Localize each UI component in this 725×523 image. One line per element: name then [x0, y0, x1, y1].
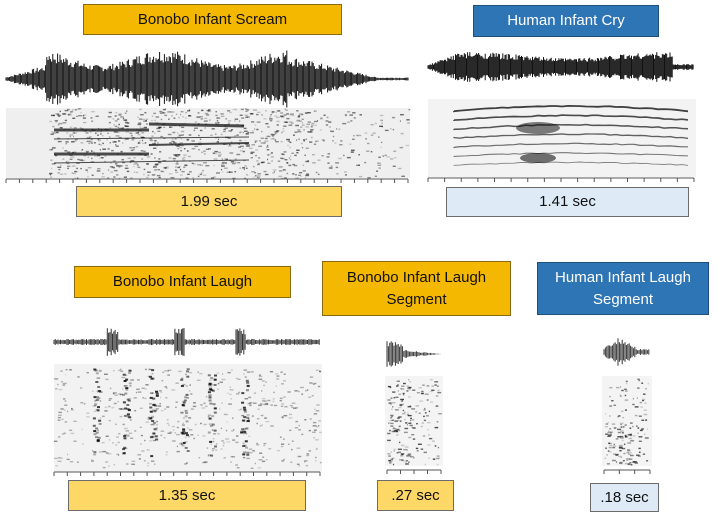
human-laugh-segment-label-line1: Human Infant Laugh [555, 268, 691, 286]
laugh-segment-noise [387, 379, 442, 466]
bonobo-scream-label: Bonobo Infant Scream [83, 4, 342, 35]
human-laugh-segment-sonogram [602, 338, 652, 474]
bonobo-laugh-segment-label-line1: Bonobo Infant Laugh [346, 268, 487, 286]
human-laugh-segment-label-line2: Segment [592, 290, 654, 308]
human-cry-sonogram [427, 52, 696, 182]
bonobo-laugh-segment-label-line2: Segment [386, 290, 447, 308]
bonobo-laugh-segment-label: Bonobo Infant Laugh Segment [322, 261, 511, 316]
human-cry-duration: 1.41 sec [446, 187, 689, 217]
scream-waveform [5, 50, 409, 108]
human-segment-time-axis [603, 469, 651, 474]
human-segment-waveform [603, 338, 650, 366]
laugh-time-axis [53, 471, 321, 476]
bonobo-laugh-segment-sonogram [385, 341, 443, 474]
cry-time-axis [427, 177, 695, 182]
bonobo-laugh-label-text: Bonobo Infant Laugh [112, 273, 253, 290]
bonobo-laugh-segment-duration: .27 sec [377, 480, 454, 511]
scream-harmonic-bands [53, 122, 250, 164]
bonobo-laugh-duration-text: 1.35 sec [158, 486, 216, 504]
bonobo-scream-label-text: Bonobo Infant Scream [137, 10, 288, 28]
laugh-spectrogram-noise [54, 368, 322, 469]
human-segment-noise [604, 378, 649, 466]
laugh-spectrogram-bg [54, 364, 322, 472]
laugh-segment-waveform [386, 341, 441, 367]
bonobo-scream-duration: 1.99 sec [76, 186, 342, 217]
human-cry-label-text: Human Infant Cry [507, 12, 625, 29]
human-laugh-segment-duration-text: .18 sec [600, 488, 649, 506]
laugh-bursts [92, 368, 250, 458]
bonobo-laugh-sonogram [53, 328, 322, 476]
bonobo-laugh-label: Bonobo Infant Laugh [74, 266, 291, 298]
laugh-waveform [53, 328, 320, 356]
laugh-segment-time-axis [386, 469, 442, 474]
human-laugh-segment-label: Human Infant Laugh Segment [537, 262, 709, 315]
bonobo-laugh-segment-duration-text: .27 sec [391, 486, 440, 504]
cry-waveform [427, 52, 694, 82]
bonobo-laugh-duration: 1.35 sec [68, 480, 306, 511]
cry-energy-blobs [516, 122, 560, 163]
scream-time-axis [5, 178, 409, 183]
bonobo-scream-sonogram [5, 50, 411, 183]
human-laugh-segment-duration: .18 sec [590, 483, 659, 512]
human-cry-duration-text: 1.41 sec [539, 193, 596, 210]
bonobo-scream-duration-text: 1.99 sec [180, 192, 238, 210]
human-cry-label: Human Infant Cry [473, 5, 659, 37]
cry-harmonic-lines [453, 104, 689, 166]
